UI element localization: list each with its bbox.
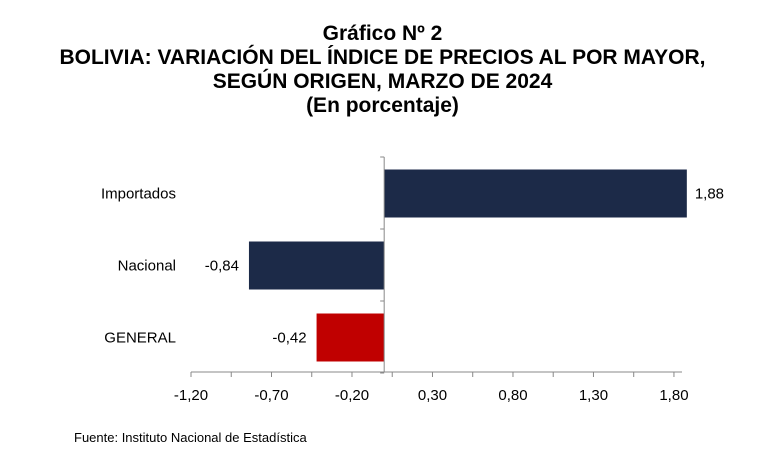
bar xyxy=(248,241,385,290)
bar xyxy=(384,169,687,218)
category-label: Nacional xyxy=(118,258,176,275)
bar xyxy=(316,313,385,362)
x-tick-label: -0,70 xyxy=(254,387,288,404)
chart-subtitle-line-2: SEGÚN ORIGEN, MARZO DE 2024 xyxy=(212,70,553,93)
x-tick-label: 1,30 xyxy=(579,387,608,404)
chart-titles: Gráfico Nº 2 BOLIVIA: VARIACIÓN DEL ÍNDI… xyxy=(0,22,765,118)
data-label: -0,84 xyxy=(205,258,239,275)
data-label: -0,42 xyxy=(272,330,306,347)
category-label: GENERAL xyxy=(104,330,176,347)
x-tick-label: 0,80 xyxy=(498,387,527,404)
chart-title: Gráfico Nº 2 xyxy=(322,22,443,45)
x-tick-label: 0,30 xyxy=(418,387,447,404)
chart-subtitle-line-1: BOLIVIA: VARIACIÓN DEL ÍNDICE DE PRECIOS… xyxy=(59,46,706,69)
category-label: Importados xyxy=(101,186,176,203)
source-note: Fuente: Instituto Nacional de Estadístic… xyxy=(74,430,307,445)
x-tick-label: -0,20 xyxy=(335,387,369,404)
chart-subtitle-line-3: (En porcentaje) xyxy=(306,94,459,117)
data-label: 1,88 xyxy=(695,186,724,203)
x-tick-label: -1,20 xyxy=(174,387,208,404)
x-tick-label: 1,80 xyxy=(659,387,688,404)
